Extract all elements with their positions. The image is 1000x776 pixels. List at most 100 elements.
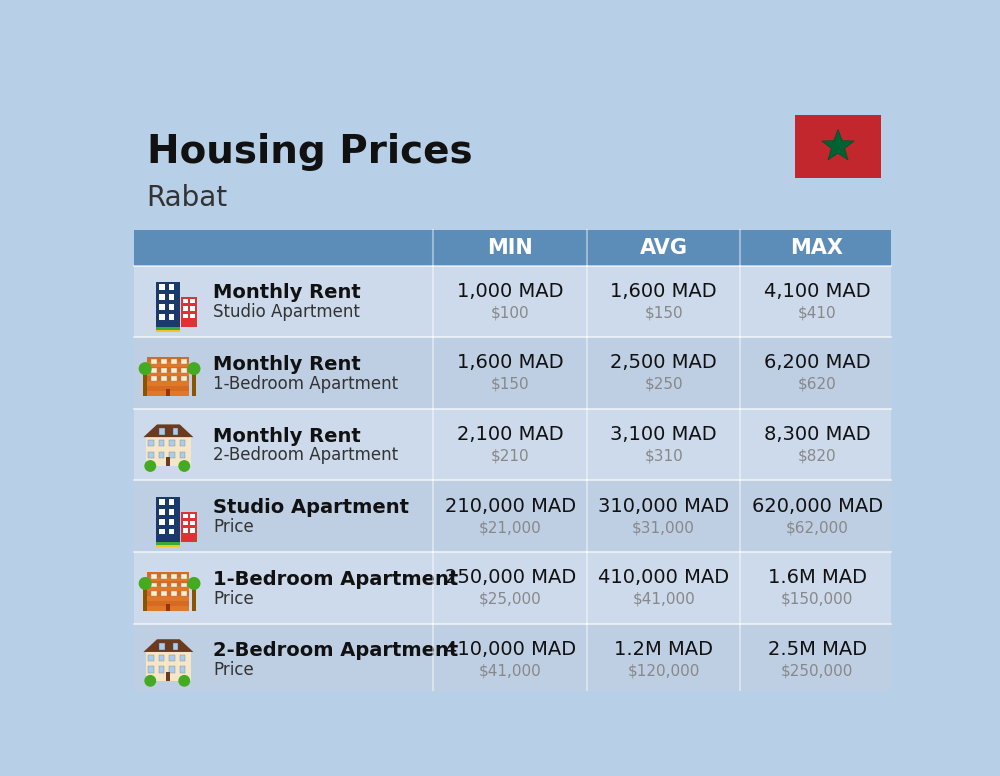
Text: $100: $100 xyxy=(491,306,529,320)
FancyBboxPatch shape xyxy=(190,514,195,518)
Text: $25,000: $25,000 xyxy=(479,592,542,607)
FancyBboxPatch shape xyxy=(166,389,170,396)
Text: $310: $310 xyxy=(644,449,683,463)
FancyBboxPatch shape xyxy=(159,667,164,673)
FancyBboxPatch shape xyxy=(166,604,170,611)
FancyBboxPatch shape xyxy=(190,300,195,303)
FancyBboxPatch shape xyxy=(171,591,177,596)
Text: $620: $620 xyxy=(798,377,836,392)
FancyBboxPatch shape xyxy=(192,584,196,611)
Text: 410,000 MAD: 410,000 MAD xyxy=(445,640,576,659)
Text: 620,000 MAD: 620,000 MAD xyxy=(752,497,883,516)
FancyBboxPatch shape xyxy=(161,359,167,364)
FancyBboxPatch shape xyxy=(169,509,174,514)
Text: 6,200 MAD: 6,200 MAD xyxy=(764,354,870,372)
FancyBboxPatch shape xyxy=(146,437,191,466)
FancyBboxPatch shape xyxy=(171,368,177,372)
Text: $820: $820 xyxy=(798,449,836,463)
FancyBboxPatch shape xyxy=(159,428,165,435)
FancyBboxPatch shape xyxy=(156,327,180,330)
FancyBboxPatch shape xyxy=(159,519,165,525)
Text: 1,600 MAD: 1,600 MAD xyxy=(457,354,563,372)
FancyBboxPatch shape xyxy=(171,583,177,587)
FancyBboxPatch shape xyxy=(173,643,178,650)
FancyBboxPatch shape xyxy=(169,452,175,458)
Text: 1-Bedroom Apartment: 1-Bedroom Apartment xyxy=(213,375,398,393)
FancyBboxPatch shape xyxy=(161,376,167,381)
FancyBboxPatch shape xyxy=(159,655,164,661)
Text: $150: $150 xyxy=(491,377,529,392)
FancyBboxPatch shape xyxy=(161,574,167,579)
FancyBboxPatch shape xyxy=(169,440,175,446)
Polygon shape xyxy=(143,424,193,437)
FancyBboxPatch shape xyxy=(147,572,189,577)
FancyBboxPatch shape xyxy=(180,667,185,673)
FancyBboxPatch shape xyxy=(159,285,165,290)
Text: 250,000 MAD: 250,000 MAD xyxy=(445,568,576,587)
FancyBboxPatch shape xyxy=(147,376,189,381)
Text: 2.5M MAD: 2.5M MAD xyxy=(768,640,867,659)
FancyBboxPatch shape xyxy=(143,584,147,611)
FancyBboxPatch shape xyxy=(147,357,189,396)
FancyBboxPatch shape xyxy=(181,359,187,364)
FancyBboxPatch shape xyxy=(134,552,891,624)
FancyBboxPatch shape xyxy=(161,368,167,372)
Polygon shape xyxy=(143,639,193,652)
Text: $120,000: $120,000 xyxy=(627,663,700,678)
Text: $21,000: $21,000 xyxy=(479,520,542,535)
Text: AVG: AVG xyxy=(640,238,688,258)
Text: $41,000: $41,000 xyxy=(632,592,695,607)
FancyBboxPatch shape xyxy=(180,440,185,446)
FancyBboxPatch shape xyxy=(180,452,185,458)
FancyBboxPatch shape xyxy=(151,591,157,596)
FancyBboxPatch shape xyxy=(147,357,189,362)
FancyBboxPatch shape xyxy=(134,480,891,552)
Text: 2-Bedroom Apartment: 2-Bedroom Apartment xyxy=(213,446,398,464)
FancyBboxPatch shape xyxy=(134,409,891,480)
Polygon shape xyxy=(822,130,854,160)
FancyBboxPatch shape xyxy=(169,294,174,300)
FancyBboxPatch shape xyxy=(159,440,164,446)
FancyBboxPatch shape xyxy=(156,542,180,545)
FancyBboxPatch shape xyxy=(159,304,165,310)
Circle shape xyxy=(179,461,189,471)
Text: Housing Prices: Housing Prices xyxy=(147,133,472,171)
FancyBboxPatch shape xyxy=(181,376,187,381)
FancyBboxPatch shape xyxy=(159,294,165,300)
Text: 2,500 MAD: 2,500 MAD xyxy=(610,354,717,372)
Text: Monthly Rent: Monthly Rent xyxy=(213,427,361,445)
Text: Price: Price xyxy=(213,661,254,679)
FancyBboxPatch shape xyxy=(169,499,174,504)
FancyBboxPatch shape xyxy=(147,601,189,606)
Text: Price: Price xyxy=(213,590,254,608)
FancyBboxPatch shape xyxy=(183,521,188,525)
FancyBboxPatch shape xyxy=(151,359,157,364)
Text: 210,000 MAD: 210,000 MAD xyxy=(445,497,576,516)
Text: 2-Bedroom Apartment: 2-Bedroom Apartment xyxy=(213,641,459,660)
FancyBboxPatch shape xyxy=(183,528,188,532)
Circle shape xyxy=(188,577,200,589)
Text: Price: Price xyxy=(213,518,254,536)
Text: $250: $250 xyxy=(644,377,683,392)
FancyBboxPatch shape xyxy=(161,583,167,587)
Circle shape xyxy=(188,363,200,374)
FancyBboxPatch shape xyxy=(190,521,195,525)
FancyBboxPatch shape xyxy=(183,307,188,310)
FancyBboxPatch shape xyxy=(148,452,154,458)
FancyBboxPatch shape xyxy=(146,652,191,681)
FancyBboxPatch shape xyxy=(181,591,187,596)
Text: $31,000: $31,000 xyxy=(632,520,695,535)
FancyBboxPatch shape xyxy=(147,367,189,372)
Text: Rabat: Rabat xyxy=(147,184,228,212)
FancyBboxPatch shape xyxy=(181,583,187,587)
FancyBboxPatch shape xyxy=(147,591,189,596)
FancyBboxPatch shape xyxy=(156,330,180,331)
FancyBboxPatch shape xyxy=(159,643,165,650)
Circle shape xyxy=(145,676,155,686)
FancyBboxPatch shape xyxy=(156,282,180,327)
FancyBboxPatch shape xyxy=(147,581,189,587)
FancyBboxPatch shape xyxy=(183,314,188,318)
FancyBboxPatch shape xyxy=(159,529,165,535)
Text: 310,000 MAD: 310,000 MAD xyxy=(598,497,729,516)
FancyBboxPatch shape xyxy=(169,285,174,290)
